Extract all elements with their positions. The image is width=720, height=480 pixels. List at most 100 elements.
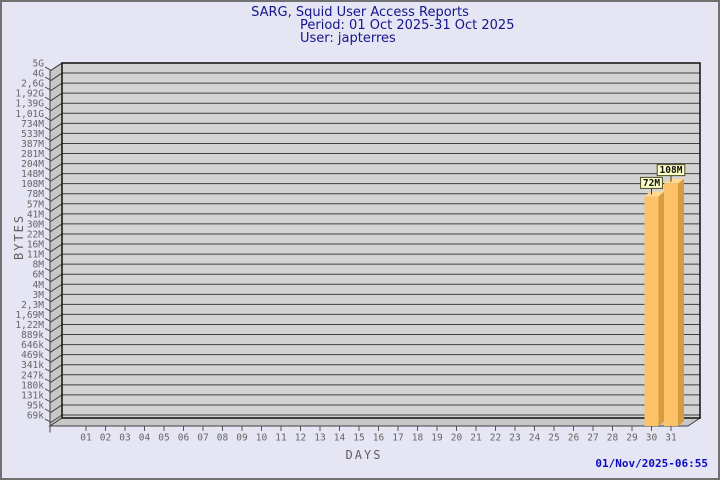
bar-value-label: 72M — [643, 178, 660, 189]
left-wall-diagonal — [49, 334, 63, 343]
bar-value-label: 108M — [660, 165, 683, 176]
y-tick-label: 11M — [27, 250, 44, 261]
y-tick — [44, 237, 51, 242]
y-tick-label: 533M — [21, 129, 44, 140]
y-tick — [44, 167, 51, 172]
x-tick-label: 23 — [509, 433, 520, 444]
bar-top — [664, 178, 684, 184]
left-wall-diagonal — [49, 354, 63, 364]
plot-wall — [62, 63, 700, 418]
x-tick-label: 15 — [353, 433, 364, 444]
y-tick — [44, 388, 51, 393]
x-tick-label: 14 — [334, 433, 346, 444]
y-tick-label: 108M — [21, 179, 44, 190]
left-wall-diagonal — [49, 132, 63, 142]
left-wall-diagonal — [49, 62, 63, 72]
left-wall-diagonal — [49, 193, 63, 203]
x-axis-title: DAYS — [345, 448, 383, 462]
left-wall-diagonal — [49, 92, 63, 102]
x-tick-label: 18 — [412, 433, 424, 444]
y-tick-label: 131k — [21, 390, 44, 401]
y-tick — [44, 106, 51, 111]
bar — [664, 183, 678, 426]
left-wall-diagonal — [49, 153, 63, 162]
y-tick-label: 646k — [21, 340, 44, 351]
x-tick-label: 13 — [314, 433, 325, 444]
x-tick-label: 03 — [119, 433, 130, 444]
y-tick-label: 889k — [21, 330, 44, 341]
y-tick — [44, 197, 51, 202]
x-tick-label: 08 — [217, 433, 229, 444]
report-title: SARG, Squid User Access Reports — [251, 5, 469, 20]
y-tick — [44, 227, 51, 232]
y-tick — [44, 157, 51, 161]
bar-top — [644, 191, 665, 197]
left-wall-diagonal — [49, 213, 63, 223]
y-tick — [44, 147, 51, 151]
y-tick-label: 22M — [27, 229, 44, 240]
y-tick — [44, 368, 51, 373]
y-tick-label: 734M — [21, 119, 44, 130]
bar-side — [658, 191, 665, 426]
bar — [644, 196, 659, 426]
y-tick-label: 387M — [21, 139, 44, 150]
left-wall-diagonal — [49, 163, 63, 172]
left-wall-diagonal — [49, 384, 63, 394]
y-tick-label: 5G — [33, 59, 45, 70]
y-tick — [44, 126, 51, 131]
x-tick-label: 22 — [490, 433, 501, 444]
y-tick-label: 69k — [27, 411, 44, 422]
x-tick-label: 21 — [470, 433, 482, 444]
y-tick-label: 341k — [21, 360, 44, 371]
y-tick — [44, 307, 51, 312]
x-tick-label: 05 — [158, 433, 169, 444]
plot-wall-border — [61, 62, 701, 419]
x-tick-label: 26 — [568, 433, 580, 444]
y-tick — [44, 187, 51, 192]
left-wall-diagonal — [49, 223, 63, 233]
y-tick-label: 95k — [27, 400, 44, 411]
x-tick-label: 25 — [548, 433, 559, 444]
y-tick-label: 1,69M — [15, 310, 44, 321]
left-wall-diagonal — [49, 253, 63, 263]
x-tick-label: 09 — [236, 433, 248, 444]
y-tick — [44, 408, 51, 413]
y-tick-label: 4G — [33, 69, 45, 80]
y-tick — [44, 328, 51, 332]
x-tick-label: 12 — [295, 433, 306, 444]
y-tick-label: 16M — [27, 240, 44, 251]
left-wall-diagonal — [49, 243, 63, 253]
y-tick-label: 204M — [21, 159, 44, 170]
y-tick-label: 1,39G — [15, 99, 44, 110]
x-tick-label: 17 — [392, 433, 403, 444]
left-wall-diagonal — [49, 414, 63, 424]
y-tick-label: 57M — [27, 199, 44, 210]
left-wall-diagonal — [49, 344, 63, 354]
y-tick-label: 1,92G — [15, 89, 44, 100]
x-tick-label: 30 — [646, 433, 658, 444]
y-tick-label: 1,22M — [15, 320, 44, 331]
y-tick — [44, 348, 51, 353]
x-tick-label: 07 — [197, 433, 208, 444]
y-tick — [44, 267, 51, 272]
y-tick — [44, 86, 51, 91]
y-tick — [44, 66, 51, 71]
x-tick-label: 27 — [587, 433, 598, 444]
x-tick-label: 02 — [100, 433, 111, 444]
y-tick — [44, 277, 51, 282]
x-tick-label: 16 — [373, 433, 385, 444]
y-tick — [44, 177, 51, 182]
y-tick-label: 469k — [21, 350, 44, 361]
y-tick — [44, 207, 51, 212]
y-tick-label: 6M — [33, 270, 45, 281]
x-tick-label: 31 — [665, 433, 677, 444]
left-wall-diagonal — [49, 314, 63, 323]
y-tick — [44, 378, 51, 383]
y-tick-label: 281M — [21, 149, 44, 160]
y-tick-label: 8M — [33, 260, 45, 271]
left-wall-diagonal — [49, 263, 63, 273]
left-wall-diagonal — [49, 273, 63, 283]
x-tick-label: 01 — [80, 433, 92, 444]
plot-floor — [48, 417, 702, 427]
